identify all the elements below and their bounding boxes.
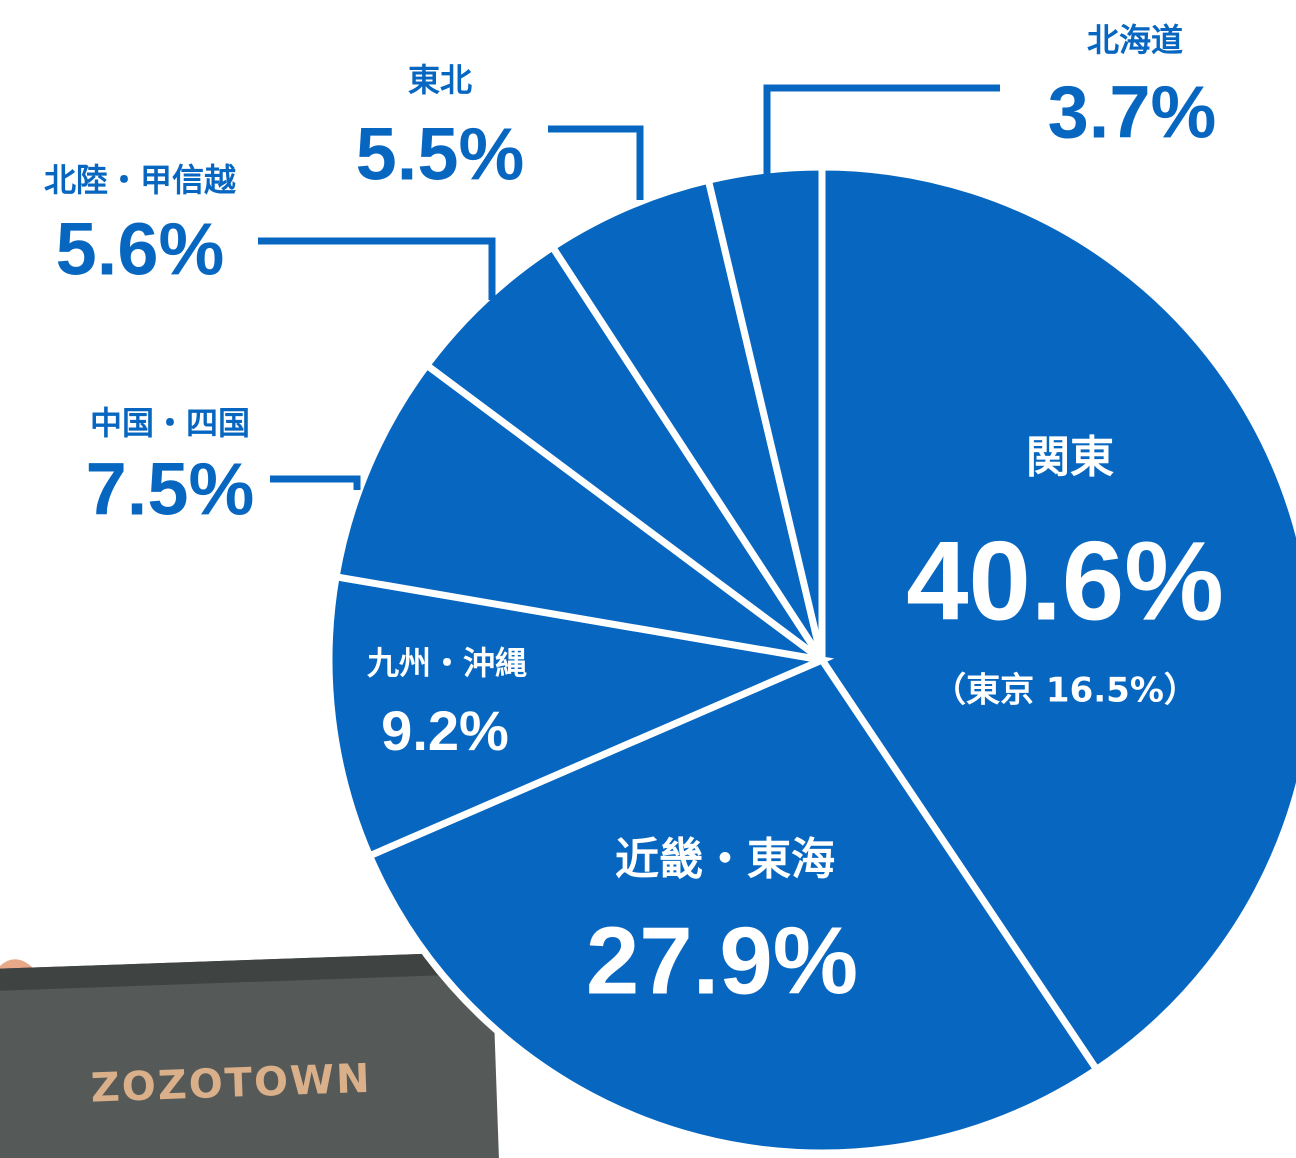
value-label: 3.7%: [1048, 71, 1217, 154]
value-label: 7.5%: [86, 448, 255, 531]
value-label: 27.9%: [586, 907, 858, 1014]
annotation: （東京 16.5%）: [932, 671, 1198, 711]
leader-line: [548, 129, 640, 200]
page: ZOZOTOWN 関東 40.6% （東京 16.5%） 近畿・東海 27.9% 九州・沖…: [0, 0, 1296, 1158]
slice-label: 九州・沖縄: [367, 644, 527, 682]
value-label: 5.5%: [356, 113, 525, 196]
slice-label: 北陸・甲信越: [44, 161, 237, 199]
value-label: 40.6%: [906, 519, 1224, 644]
slice-label: 関東: [1026, 432, 1114, 483]
slice-label: 東北: [408, 61, 472, 99]
chart: ZOZOTOWN 関東 40.6% （東京 16.5%） 近畿・東海 27.9% 九州・沖…: [0, 0, 1296, 1158]
box-illustration: ZOZOTOWN: [0, 943, 499, 1158]
leader-line: [767, 88, 1000, 175]
value-label: 9.2%: [381, 699, 509, 762]
value-label: 5.6%: [56, 208, 225, 291]
slice-label: 北海道: [1087, 21, 1183, 59]
leader-line: [270, 479, 357, 490]
slice-label: 近畿・東海: [615, 834, 835, 885]
box-logo: ZOZOTOWN: [90, 1056, 372, 1112]
leader-line: [258, 241, 492, 300]
slice-label: 中国・四国: [90, 404, 250, 442]
